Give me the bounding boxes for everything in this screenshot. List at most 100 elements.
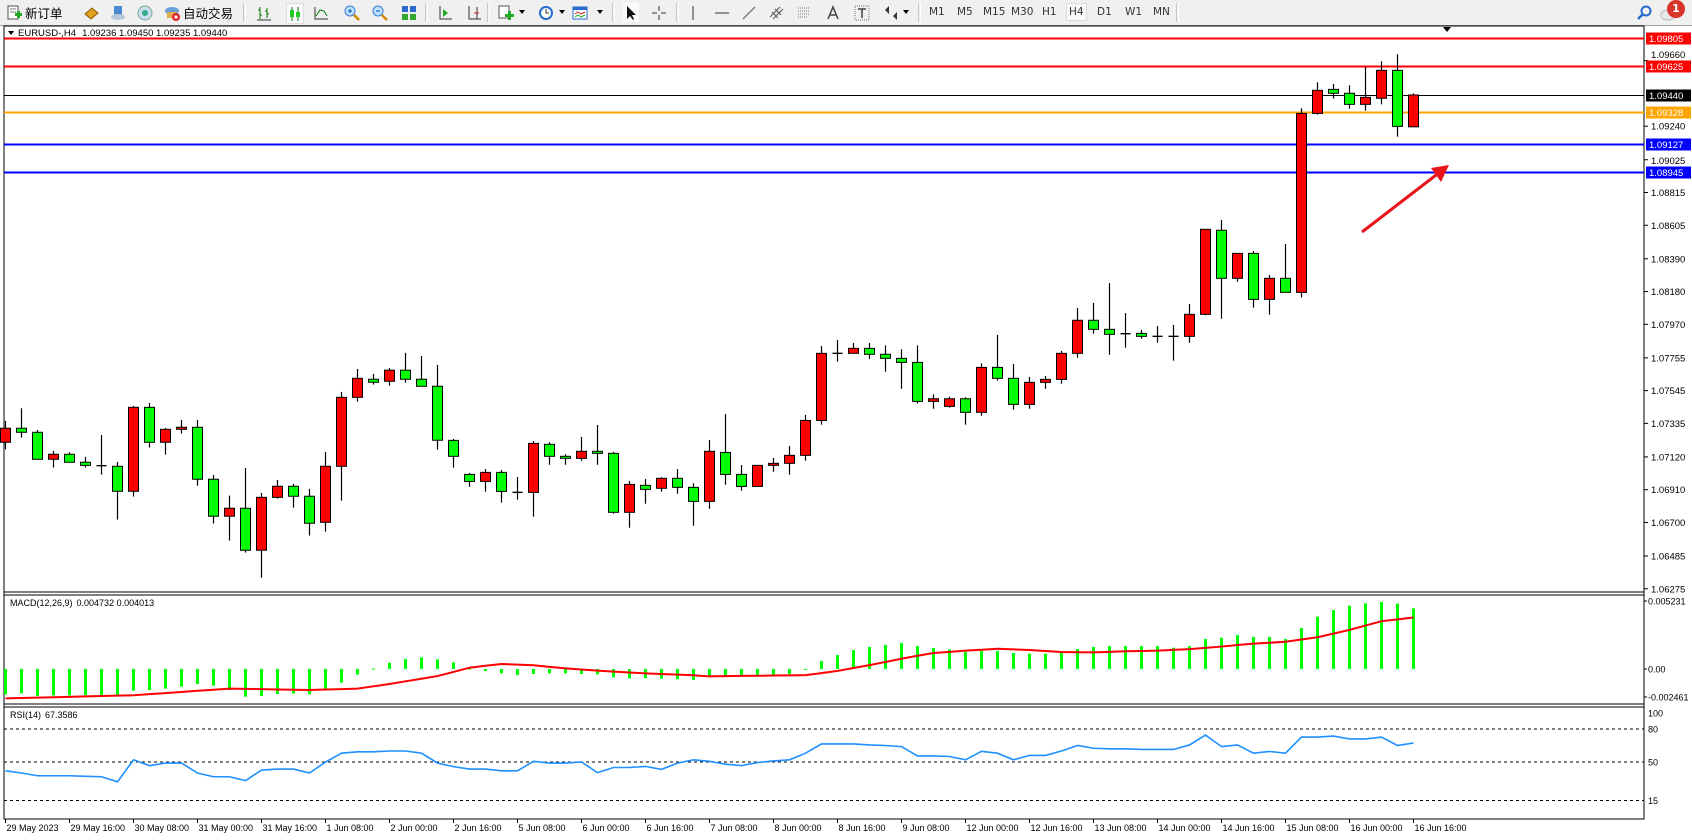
candlestick-button[interactable] [286, 3, 304, 24]
symbol-menu-icon[interactable] [8, 31, 14, 35]
timeframe-d1[interactable]: D1 [1097, 6, 1112, 18]
macd-histogram-bar [1012, 652, 1015, 669]
macd-histogram-bar [1380, 601, 1383, 669]
trendline-button[interactable] [741, 3, 757, 22]
macd-histogram-bar [180, 669, 183, 687]
macd-tick-label: 0.00 [1648, 665, 1666, 675]
timeframe-m15[interactable]: M15 [983, 6, 1006, 18]
macd-histogram-bar [820, 661, 823, 669]
macd-histogram-bar [228, 669, 231, 691]
macd-histogram-bar [724, 669, 727, 677]
fibonacci-button[interactable] [797, 3, 813, 22]
candle [480, 469, 491, 492]
zoom-in-button[interactable] [344, 3, 360, 22]
macd-histogram-bar [548, 669, 551, 674]
search-button[interactable] [1636, 3, 1652, 22]
timeframe-h4[interactable]: H4 [1066, 3, 1087, 21]
candle-body [1312, 89, 1323, 114]
level-price-label: 1.09625 [1649, 62, 1683, 73]
cursor-button[interactable] [623, 3, 639, 22]
macd-histogram-bar [1188, 646, 1191, 669]
tile-windows-button[interactable] [401, 3, 417, 22]
candle [256, 492, 267, 578]
auto-scroll-button[interactable] [437, 3, 453, 22]
crosshair-button[interactable] [651, 3, 667, 22]
candle-body [448, 439, 459, 457]
indicators-icon [572, 5, 588, 21]
zoom-out-button[interactable] [372, 3, 388, 22]
time-tick-label: 1 Jun 08:00 [327, 823, 374, 833]
macd-histogram-bar [164, 669, 167, 689]
time-tick-label: 5 Jun 08:00 [519, 823, 566, 833]
price-tick-label: 1.06700 [1651, 518, 1685, 529]
candle-body [816, 352, 827, 421]
macd-histogram-bar [324, 669, 327, 691]
text-button[interactable] [825, 3, 841, 22]
new-order-label: 新订单 [25, 6, 63, 21]
data-window-button[interactable] [110, 3, 126, 22]
candle-body [1088, 319, 1099, 330]
timeframe-m30[interactable]: M30 [1011, 6, 1034, 18]
annotation-arrow[interactable] [1361, 165, 1449, 234]
line-chart-button[interactable] [313, 3, 329, 22]
new-order-button[interactable]: 新订单 [6, 3, 63, 22]
candle [496, 470, 507, 503]
candle [448, 438, 459, 468]
candle-body [352, 377, 363, 398]
candle [880, 345, 891, 372]
horizontal-line-button[interactable] [714, 3, 730, 22]
timeframe-m1[interactable]: M1 [929, 6, 945, 18]
navigator-button[interactable] [137, 3, 153, 22]
macd-histogram-bar [100, 669, 103, 696]
macd-histogram-bar [740, 669, 743, 677]
candle-body [896, 357, 907, 363]
macd-histogram-bar [292, 669, 295, 694]
vertical-line-button[interactable] [685, 3, 701, 22]
candle [688, 483, 699, 526]
candle-body [336, 396, 347, 467]
timeframe-h1[interactable]: H1 [1042, 6, 1057, 18]
new-chart-dropdown[interactable] [519, 10, 525, 14]
candle-body [1376, 69, 1387, 99]
time-axis: 29 May 2023 29 May 16:00 30 May 08:00 31 Ma… [5, 819, 1467, 833]
auto-trading-button[interactable]: 自动交易 [164, 3, 233, 22]
indicators-button[interactable] [572, 3, 588, 22]
chart-shift-marker-icon[interactable] [1443, 27, 1451, 32]
candle-body [192, 426, 203, 480]
indicators-dropdown[interactable] [597, 10, 603, 14]
candle [576, 436, 587, 461]
periods-button[interactable] [538, 3, 554, 22]
candle [272, 480, 283, 499]
text-label-button[interactable] [854, 3, 870, 22]
arrows-dropdown[interactable] [903, 10, 909, 14]
candle-body [144, 406, 155, 443]
arrows-button[interactable] [883, 3, 899, 22]
candle-body [368, 378, 379, 383]
candle [848, 343, 859, 354]
chart-shift-button[interactable] [466, 3, 482, 22]
macd-histogram-bar [1028, 653, 1031, 669]
vertical-line-icon [685, 5, 701, 21]
horizontal-levels[interactable]: 1.09805 1.09625 1.09440 1.09328 1.09127 1.089… [4, 32, 1691, 180]
candle [352, 368, 363, 402]
candle-body [672, 477, 683, 488]
rsi-label: RSI(14) 67.3586 [10, 710, 78, 720]
candle-body [608, 452, 619, 513]
candle-body [224, 507, 235, 517]
market-watch-button[interactable] [83, 3, 99, 22]
timeframe-m5[interactable]: M5 [957, 6, 973, 18]
candle [288, 483, 299, 508]
macd-histogram-bar [788, 669, 791, 675]
bar-chart-button[interactable] [256, 3, 272, 22]
zoom-out-icon [372, 5, 388, 21]
equidistant-channel-button[interactable] [769, 3, 785, 22]
timeframe-w1[interactable]: W1 [1125, 6, 1143, 18]
candle [1072, 307, 1083, 358]
macd-histogram-bar [964, 651, 967, 669]
new-chart-button[interactable] [498, 3, 514, 22]
candle [80, 456, 91, 468]
timeframe-mn[interactable]: MN [1153, 6, 1170, 18]
macd-histogram-bar [1220, 637, 1223, 669]
periods-dropdown[interactable] [559, 10, 565, 14]
